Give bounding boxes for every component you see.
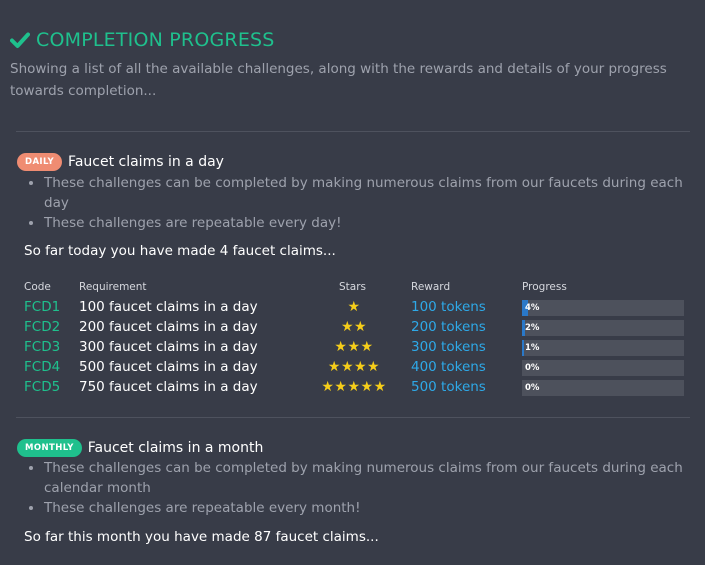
col-header-reward: Reward: [411, 281, 451, 293]
progress-label: 1%: [525, 343, 540, 353]
star-rating: ★★★★: [327, 359, 381, 375]
progress-label: 0%: [525, 363, 540, 373]
page-title-text: COMPLETION PROGRESS: [36, 29, 275, 51]
daily-note: These challenges are repeatable every da…: [44, 213, 694, 233]
divider: [16, 417, 690, 418]
challenge-reward: 200 tokens: [411, 319, 486, 335]
daily-section-header: DAILY Faucet claims in a day: [17, 153, 224, 171]
page-intro: Showing a list of all the available chal…: [10, 61, 667, 99]
table-row: FCD3 300 faucet claims in a day ★★★ 300 …: [0, 337, 705, 357]
daily-notes: These challenges can be completed by mak…: [24, 173, 694, 233]
monthly-section-title: Faucet claims in a month: [87, 440, 264, 456]
col-header-code: Code: [24, 281, 51, 293]
progress-label: 0%: [525, 383, 540, 393]
daily-status: So far today you have made 4 faucet clai…: [24, 243, 336, 259]
progress-bar: 0%: [522, 380, 684, 396]
table-row: FCD4 500 faucet claims in a day ★★★★ 400…: [0, 357, 705, 377]
table-row: FCD1 100 faucet claims in a day ★ 100 to…: [0, 297, 705, 317]
challenge-reward: 300 tokens: [411, 339, 486, 355]
challenge-requirement: 500 faucet claims in a day: [79, 359, 258, 375]
challenge-reward: 100 tokens: [411, 299, 486, 315]
star-rating: ★: [347, 299, 361, 315]
star-rating: ★★★: [334, 339, 374, 355]
star-rating: ★★★★★: [321, 379, 387, 395]
progress-bar: 4%: [522, 300, 684, 316]
monthly-badge: MONTHLY: [17, 439, 82, 457]
col-header-stars: Stars: [339, 281, 367, 293]
challenge-requirement: 750 faucet claims in a day: [79, 379, 258, 395]
progress-label: 2%: [525, 323, 540, 333]
page-title: COMPLETION PROGRESS: [10, 29, 275, 51]
monthly-note: These challenges can be completed by mak…: [44, 458, 694, 498]
monthly-status: So far this month you have made 87 fauce…: [24, 529, 379, 545]
challenge-code: FCD4: [24, 359, 61, 375]
progress-bar: 1%: [522, 340, 684, 356]
progress-bar-fill: [522, 300, 529, 316]
monthly-section-header: MONTHLY Faucet claims in a month: [17, 439, 263, 457]
progress-bar: 0%: [522, 360, 684, 376]
daily-section-title: Faucet claims in a day: [68, 154, 224, 170]
daily-note: These challenges can be completed by mak…: [44, 173, 694, 213]
challenge-requirement: 300 faucet claims in a day: [79, 339, 258, 355]
challenge-code: FCD1: [24, 299, 61, 315]
daily-badge: DAILY: [17, 153, 63, 171]
challenge-requirement: 200 faucet claims in a day: [79, 319, 258, 335]
challenge-requirement: 100 faucet claims in a day: [79, 299, 258, 315]
col-header-requirement: Requirement: [79, 281, 147, 293]
table-row: FCD5 750 faucet claims in a day ★★★★★ 50…: [0, 377, 705, 397]
challenge-reward: 400 tokens: [411, 359, 486, 375]
progress-bar-fill: [522, 340, 524, 356]
progress-bar-fill: [522, 320, 526, 336]
star-rating: ★★: [340, 319, 368, 335]
monthly-note: These challenges are repeatable every mo…: [44, 498, 694, 518]
monthly-notes: These challenges can be completed by mak…: [24, 458, 694, 518]
challenge-code: FCD2: [24, 319, 61, 335]
challenge-reward: 500 tokens: [411, 379, 486, 395]
check-icon: [10, 32, 30, 48]
table-row: FCD2 200 faucet claims in a day ★★ 200 t…: [0, 317, 705, 337]
challenge-code: FCD3: [24, 339, 61, 355]
progress-label: 4%: [525, 303, 540, 313]
challenge-code: FCD5: [24, 379, 61, 395]
progress-bar: 2%: [522, 320, 684, 336]
col-header-progress: Progress: [522, 281, 567, 293]
divider: [16, 131, 690, 132]
